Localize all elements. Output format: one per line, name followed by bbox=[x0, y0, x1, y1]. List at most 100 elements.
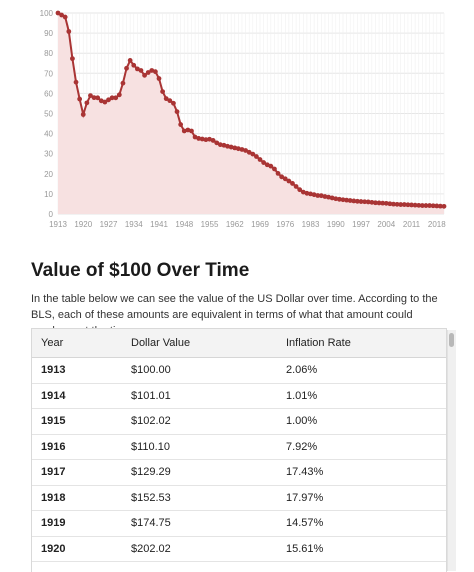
data-point bbox=[243, 148, 248, 153]
x-tick-label: 1983 bbox=[302, 220, 320, 229]
data-point bbox=[430, 203, 436, 209]
data-point bbox=[131, 62, 137, 68]
year-cell: 1915 bbox=[32, 408, 131, 435]
data-point bbox=[423, 203, 429, 208]
data-point bbox=[308, 191, 313, 197]
data-point bbox=[235, 146, 241, 152]
inflation-rate-cell: 14.57% bbox=[286, 510, 446, 537]
data-point bbox=[185, 127, 191, 133]
data-point bbox=[239, 147, 245, 152]
table-row: 1918 $152.53 17.97% bbox=[32, 485, 446, 511]
data-point bbox=[383, 200, 389, 206]
data-point bbox=[210, 138, 216, 143]
data-point bbox=[315, 193, 321, 198]
data-point bbox=[376, 200, 382, 206]
data-point bbox=[116, 92, 122, 98]
x-tick-label: 2018 bbox=[428, 220, 446, 229]
value-line-chart: 0 10 20 30 40 50 60 70 80 90 100 1913 1920 1927 1934 19… bbox=[40, 9, 447, 229]
x-tick-label: 1941 bbox=[150, 220, 168, 229]
x-tick-label: 1990 bbox=[327, 220, 345, 229]
data-point bbox=[441, 203, 447, 209]
x-tick-label: 1969 bbox=[251, 220, 269, 229]
data-point bbox=[412, 202, 418, 208]
data-point bbox=[246, 149, 252, 155]
data-point bbox=[181, 128, 187, 134]
dollar-value-cell: $110.10 bbox=[131, 434, 286, 460]
x-tick-label: 2011 bbox=[403, 220, 421, 229]
table-row: 1920 $202.02 15.61% bbox=[32, 536, 446, 562]
data-point bbox=[84, 100, 90, 106]
dollar-value-cell: $174.75 bbox=[131, 510, 286, 537]
table-row: 1915 $102.02 1.00% bbox=[32, 408, 446, 435]
data-point bbox=[221, 142, 227, 148]
table-row: 1914 $101.01 1.01% bbox=[32, 383, 446, 409]
x-tick-label: 1913 bbox=[49, 220, 67, 229]
inflation-rate-cell: 17.97% bbox=[286, 485, 446, 511]
y-tick-label: 20 bbox=[44, 170, 53, 179]
data-point bbox=[66, 29, 72, 34]
x-tick-label: 1927 bbox=[100, 220, 118, 229]
data-point bbox=[290, 181, 295, 186]
data-point bbox=[160, 89, 166, 94]
dollar-value-cell: $152.53 bbox=[131, 485, 286, 511]
year-cell: 1914 bbox=[32, 383, 131, 409]
data-point bbox=[286, 178, 292, 184]
value-table: Year Dollar Value Inflation Rate 1913 $1… bbox=[32, 329, 446, 562]
data-point bbox=[268, 163, 274, 169]
data-point bbox=[254, 154, 259, 159]
data-point bbox=[351, 198, 357, 204]
x-tick-label: 1962 bbox=[226, 220, 244, 229]
inflation-rate-cell: 1.00% bbox=[286, 408, 446, 435]
header-year: Year bbox=[32, 329, 131, 358]
data-point bbox=[261, 160, 267, 165]
table-scrollbar[interactable] bbox=[447, 330, 456, 571]
data-point bbox=[419, 203, 425, 208]
data-point bbox=[106, 97, 111, 103]
data-point bbox=[156, 76, 162, 81]
data-point bbox=[333, 196, 339, 202]
data-point bbox=[257, 157, 263, 162]
x-tick-label: 1976 bbox=[276, 220, 294, 229]
data-point bbox=[189, 128, 194, 134]
data-point bbox=[358, 199, 364, 204]
data-point bbox=[405, 202, 411, 208]
data-point bbox=[329, 195, 335, 201]
data-point bbox=[228, 144, 234, 150]
y-tick-label: 0 bbox=[49, 210, 54, 219]
data-point bbox=[347, 198, 353, 203]
scrollbar-thumb[interactable] bbox=[449, 333, 454, 347]
x-tick-label: 1934 bbox=[125, 220, 143, 229]
data-point bbox=[192, 134, 198, 140]
data-point bbox=[340, 197, 346, 203]
data-point bbox=[196, 136, 202, 141]
data-point bbox=[279, 174, 285, 180]
data-point bbox=[167, 98, 173, 104]
data-point bbox=[62, 14, 68, 20]
data-point bbox=[109, 95, 115, 101]
data-point bbox=[326, 194, 331, 200]
data-point bbox=[264, 162, 270, 168]
data-point bbox=[178, 122, 184, 127]
data-point bbox=[293, 184, 299, 189]
value-table-container[interactable]: Year Dollar Value Inflation Rate 1913 $1… bbox=[31, 328, 447, 572]
y-tick-label: 80 bbox=[44, 49, 53, 58]
table-row: 1913 $100.00 2.06% bbox=[32, 357, 446, 384]
data-point bbox=[91, 95, 97, 101]
table-row: 1919 $174.75 14.57% bbox=[32, 510, 446, 537]
data-point bbox=[120, 80, 126, 86]
x-tick-label: 1997 bbox=[352, 220, 370, 229]
y-tick-label: 100 bbox=[40, 9, 54, 18]
x-tick-label: 2004 bbox=[377, 220, 395, 229]
dollar-value-cell: $102.02 bbox=[131, 408, 286, 435]
data-point bbox=[387, 201, 393, 207]
table-row: 1917 $129.29 17.43% bbox=[32, 459, 446, 486]
data-point bbox=[207, 136, 212, 142]
data-point bbox=[275, 170, 281, 176]
x-tick-label: 1948 bbox=[175, 220, 193, 229]
data-point bbox=[232, 145, 238, 151]
data-point bbox=[163, 96, 169, 102]
data-point bbox=[344, 197, 349, 203]
data-point bbox=[113, 95, 119, 101]
data-point bbox=[98, 98, 104, 104]
data-point bbox=[153, 69, 158, 75]
